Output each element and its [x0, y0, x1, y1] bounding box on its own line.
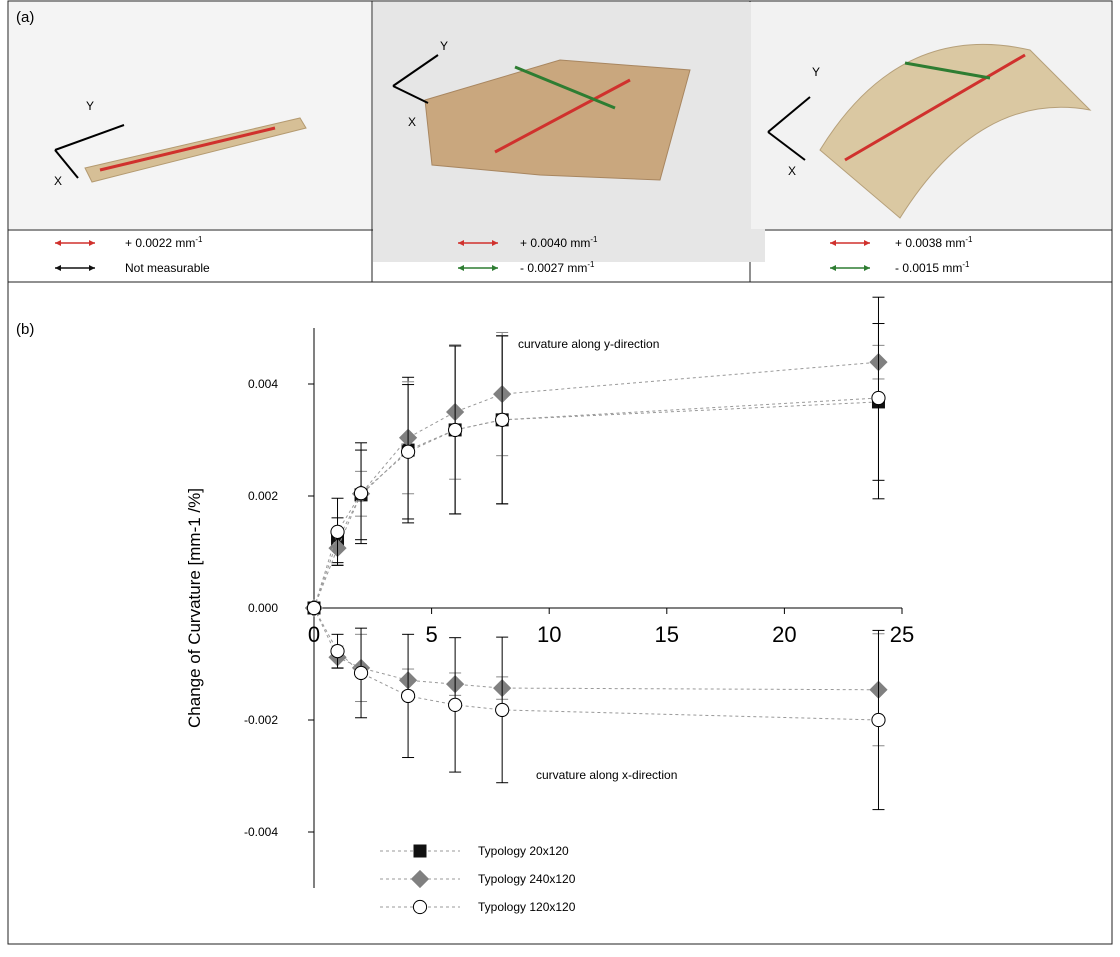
measurement-sup: -1	[587, 260, 595, 269]
y-axis-label: Change of Curvature [mm-1 /%]	[185, 488, 204, 728]
panel-label: (b)	[16, 321, 34, 338]
marker	[412, 871, 429, 888]
marker	[331, 645, 344, 658]
x-tick-label: 25	[890, 622, 914, 647]
marker	[496, 703, 509, 716]
axis-letter: X	[788, 164, 796, 178]
series-line	[314, 362, 878, 608]
panel-label: (a)	[16, 9, 34, 26]
measurement-sup: -1	[965, 235, 973, 244]
measurement-sup: -1	[590, 235, 598, 244]
series-line	[314, 398, 878, 608]
legend-label: Typology 240x120	[478, 872, 576, 886]
y-tick-label: 0.004	[248, 377, 278, 391]
x-tick-label: 5	[425, 622, 437, 647]
marker	[872, 713, 885, 726]
marker	[307, 601, 320, 614]
annotation: curvature along y-direction	[518, 337, 659, 351]
marker	[414, 845, 426, 857]
marker	[331, 525, 344, 538]
series-line	[314, 608, 878, 690]
x-tick-label: 20	[772, 622, 796, 647]
y-tick-label: -0.002	[244, 713, 278, 727]
marker	[413, 900, 426, 913]
measurement-text: - 0.0027 mm	[520, 261, 587, 275]
legend-label: Typology 120x120	[478, 900, 576, 914]
measurement: Not measurable	[125, 261, 210, 275]
measurement-text: + 0.0040 mm	[520, 236, 590, 250]
axis-letter: X	[408, 115, 416, 129]
measurement: - 0.0015 mm-1	[895, 260, 970, 275]
photo	[9, 2, 371, 229]
marker	[354, 666, 367, 679]
marker	[449, 698, 462, 711]
y-tick-label: 0.000	[248, 601, 278, 615]
measurement: + 0.0022 mm-1	[125, 235, 203, 250]
marker	[872, 391, 885, 404]
legend-label: Typology 20x120	[478, 844, 569, 858]
measurement-text: Not measurable	[125, 261, 210, 275]
axis-letter: Y	[440, 39, 448, 53]
measurement-text: + 0.0038 mm	[895, 236, 965, 250]
measurement-sup: -1	[962, 260, 970, 269]
marker	[401, 689, 414, 702]
axis-letter: X	[54, 174, 62, 188]
annotation: curvature along x-direction	[536, 768, 677, 782]
axis-letter: Y	[812, 65, 820, 79]
marker	[354, 487, 367, 500]
measurement-text: - 0.0015 mm	[895, 261, 962, 275]
marker	[401, 445, 414, 458]
measurement-sup: -1	[195, 235, 203, 244]
figure: Y X Y X Y X (a) (b) + 0.0022 mm-1Not mea…	[0, 0, 1120, 952]
measurement-text: + 0.0022 mm	[125, 236, 195, 250]
axis-letter: Y	[86, 99, 94, 113]
x-tick-label: 15	[655, 622, 679, 647]
marker	[449, 423, 462, 436]
y-tick-label: -0.004	[244, 825, 278, 839]
x-tick-label: 0	[308, 622, 320, 647]
measurement: + 0.0038 mm-1	[895, 235, 973, 250]
y-tick-label: 0.002	[248, 489, 278, 503]
measurement: - 0.0027 mm-1	[520, 260, 595, 275]
series-line	[314, 402, 878, 608]
marker	[496, 413, 509, 426]
measurement: + 0.0040 mm-1	[520, 235, 598, 250]
x-tick-label: 10	[537, 622, 561, 647]
